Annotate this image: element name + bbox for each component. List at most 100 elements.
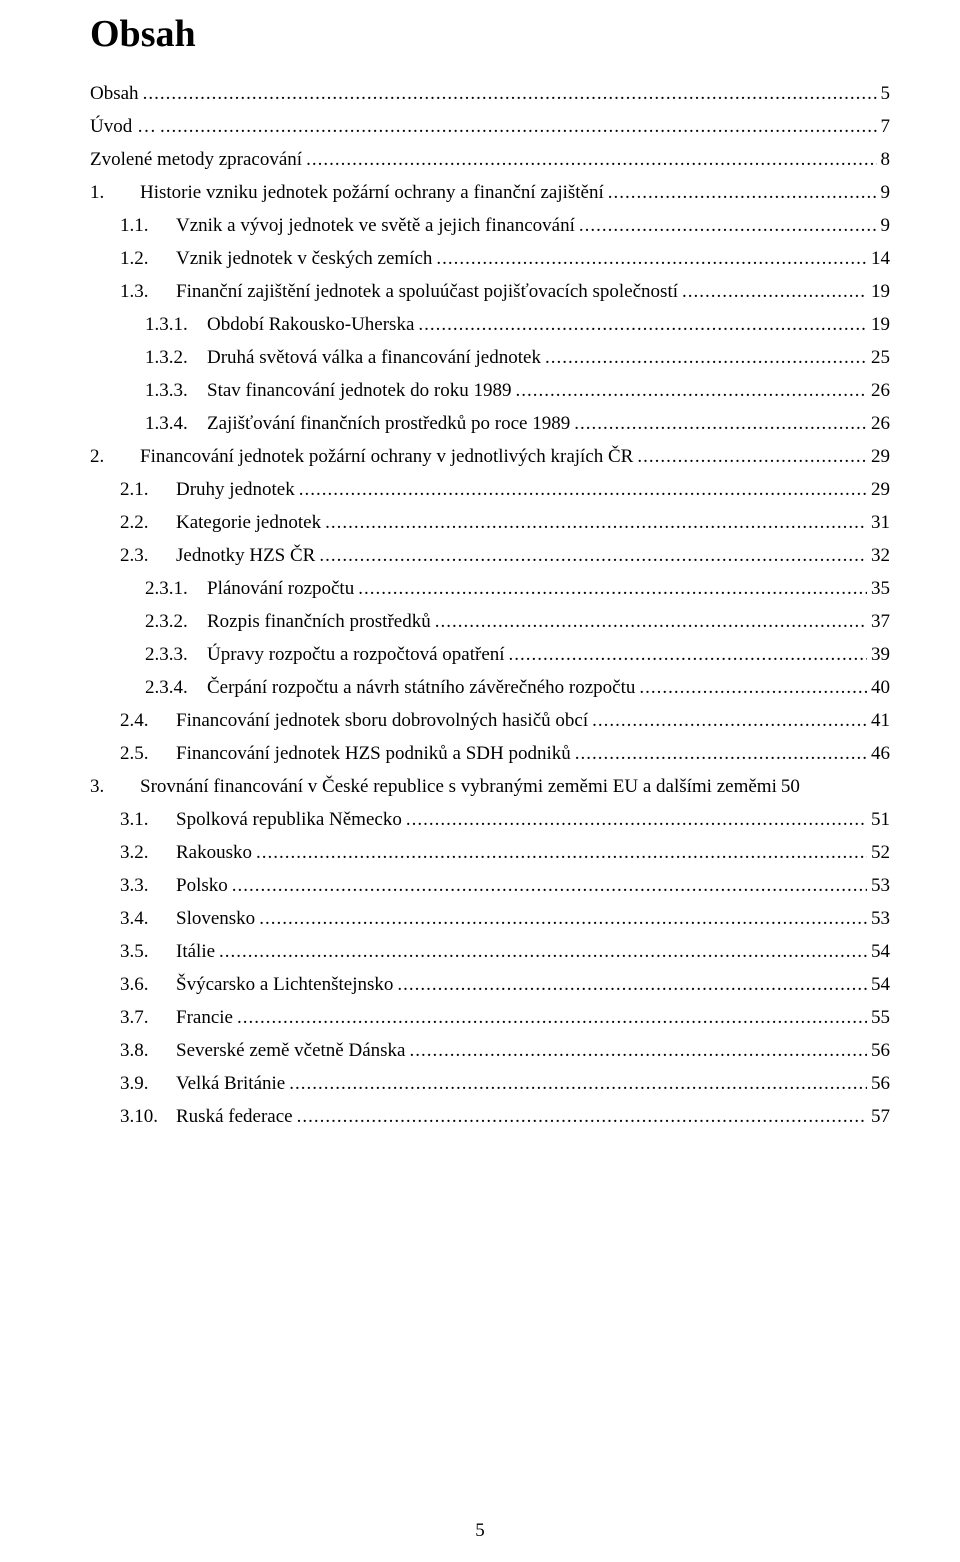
toc-entry-page: 25 [871, 348, 890, 367]
toc-leader-dots [418, 315, 867, 334]
toc-entry-number: 3.5. [120, 942, 176, 961]
toc-entry-label: 3.10.Ruská federace [120, 1107, 293, 1126]
toc-entry-number: 1.3.4. [145, 414, 207, 433]
toc-leader-dots [592, 711, 867, 730]
toc-entry-page: 31 [871, 513, 890, 532]
toc-entry-text: Historie vzniku jednotek požární ochrany… [140, 182, 604, 203]
toc-leader-dots [509, 645, 867, 664]
toc-entry: 2.3.2.Rozpis finančních prostředků37 [90, 612, 890, 631]
toc-entry-text: Vznik a vývoj jednotek ve světě a jejich… [176, 215, 575, 236]
toc-entry-number: 3.10. [120, 1107, 176, 1126]
toc-entry: 3.10.Ruská federace57 [90, 1107, 890, 1126]
toc-entry: Úvod …7 [90, 117, 890, 136]
toc-entry-text: Vznik jednotek v českých zemích [176, 248, 432, 269]
toc-entry-label: 1.1.Vznik a vývoj jednotek ve světě a je… [120, 216, 575, 235]
toc-entry-page: 35 [871, 579, 890, 598]
toc-leader-dots [319, 546, 867, 565]
toc-entry-text: Ruská federace [176, 1106, 293, 1127]
toc-entry: 3.Srovnání financování v České republice… [90, 777, 890, 796]
toc-entry-label: 3.8.Severské země včetně Dánska [120, 1041, 405, 1060]
toc-entry-page: 32 [871, 546, 890, 565]
toc-entry-page: 54 [871, 942, 890, 961]
toc-entry: 1.Historie vzniku jednotek požární ochra… [90, 183, 890, 202]
toc-entry-text: Švýcarsko a Lichtenštejnsko [176, 974, 393, 995]
toc-leader-dots [579, 216, 877, 235]
toc-entry-page: 54 [871, 975, 890, 994]
toc-entry: 3.9.Velká Británie56 [90, 1074, 890, 1093]
toc-leader-dots [358, 579, 867, 598]
toc-entry-label: 3.4.Slovensko [120, 909, 255, 928]
toc-entry: 3.7.Francie55 [90, 1008, 890, 1027]
toc-entry-page: 51 [871, 810, 890, 829]
toc-entry-label: 2.3.1.Plánování rozpočtu [145, 579, 354, 598]
toc-entry-label: 3.7.Francie [120, 1008, 233, 1027]
toc-entry: 2.3.3.Úpravy rozpočtu a rozpočtová opatř… [90, 645, 890, 664]
toc-entry-text: Druhá světová válka a financování jednot… [207, 347, 541, 368]
toc-entry-label: 2.3.2.Rozpis finančních prostředků [145, 612, 431, 631]
toc-entry-page: 29 [871, 447, 890, 466]
toc-entry-number: 1.3.3. [145, 381, 207, 400]
toc-leader-dots [639, 678, 867, 697]
document-page: Obsah Obsah5Úvod …7Zvolené metody zpraco… [0, 0, 960, 1562]
toc-entry-text: Francie [176, 1007, 233, 1028]
toc-entry-label: 2.3.3.Úpravy rozpočtu a rozpočtová opatř… [145, 645, 505, 664]
toc-entry-page: 29 [871, 480, 890, 499]
toc-entry-number: 1.1. [120, 216, 176, 235]
toc-leader-dots [256, 843, 867, 862]
toc-entry-label: Zvolené metody zpracování [90, 150, 302, 169]
toc-leader-dots [306, 150, 876, 169]
toc-entry: 2.2.Kategorie jednotek 31 [90, 513, 890, 532]
toc-entry-text: Druhy jednotek [176, 479, 295, 500]
toc-entry: 1.1.Vznik a vývoj jednotek ve světě a je… [90, 216, 890, 235]
toc-entry-number: 3.6. [120, 975, 176, 994]
toc-leader-dots [325, 513, 867, 532]
toc-leader-dots [436, 249, 867, 268]
toc-entry-page: 26 [871, 381, 890, 400]
toc-entry: 2.5.Financování jednotek HZS podniků a S… [90, 744, 890, 763]
toc-leader-dots [219, 942, 867, 961]
toc-entry: 1.3.4.Zajišťování finančních prostředků … [90, 414, 890, 433]
toc-leader-dots [299, 480, 867, 499]
toc-entry-text: Plánování rozpočtu [207, 578, 354, 599]
toc-entry-page: 53 [871, 876, 890, 895]
toc-leader-dots [289, 1074, 867, 1093]
toc-leader-dots [637, 447, 867, 466]
toc-entry: 2.4.Financování jednotek sboru dobrovoln… [90, 711, 890, 730]
toc-entry: 3.8.Severské země včetně Dánska56 [90, 1041, 890, 1060]
toc-entry: Zvolené metody zpracování8 [90, 150, 890, 169]
toc-entry-number: 2.3.1. [145, 579, 207, 598]
toc-entry: 1.3.3.Stav financování jednotek do roku … [90, 381, 890, 400]
toc-entry-text: Finanční zajištění jednotek a spoluúčast… [176, 281, 678, 302]
toc-entry-page: 9 [881, 183, 891, 202]
toc-entry-text: Čerpání rozpočtu a návrh státního závěre… [207, 677, 635, 698]
toc-leader-dots [143, 84, 877, 103]
toc-entry: 3.5.Itálie54 [90, 942, 890, 961]
toc-entry: 1.3.2.Druhá světová válka a financování … [90, 348, 890, 367]
toc-entry-number: 2.2. [120, 513, 176, 532]
toc-entry-label: 1.3.3.Stav financování jednotek do roku … [145, 381, 511, 400]
toc-entry-label: 1.3.Finanční zajištění jednotek a spoluú… [120, 282, 678, 301]
toc-entry-label: Obsah [90, 84, 139, 103]
toc-entry-number: 3.2. [120, 843, 176, 862]
toc-entry-text: Spolková republika Německo [176, 809, 402, 830]
toc-leader-dots [409, 1041, 867, 1060]
toc-entry: 2.Financování jednotek požární ochrany v… [90, 447, 890, 466]
toc-entry: 2.3.4.Čerpání rozpočtu a návrh státního … [90, 678, 890, 697]
toc-entry-text: Zvolené metody zpracování [90, 149, 302, 170]
toc-entry-number: 2.3. [120, 546, 176, 565]
toc-leader-dots [232, 876, 867, 895]
toc-entry-text: Polsko [176, 875, 228, 896]
toc-entry-text: Financování jednotek HZS podniků a SDH p… [176, 743, 571, 764]
toc-entry-label: 2.3.Jednotky HZS ČR [120, 546, 315, 565]
toc-entry-label: 2.Financování jednotek požární ochrany v… [90, 447, 633, 466]
toc-entry-label: 3.6.Švýcarsko a Lichtenštejnsko [120, 975, 393, 994]
toc-leader-dots [435, 612, 867, 631]
toc-entry-label: 3.Srovnání financování v České republice… [90, 777, 777, 796]
toc-entry-text: Velká Británie [176, 1073, 285, 1094]
toc-entry-text: Obsah [90, 83, 139, 104]
toc-entry-number: 3. [90, 777, 140, 796]
toc-entry-number: 3.4. [120, 909, 176, 928]
toc-entry-label: 2.2.Kategorie jednotek [120, 513, 321, 532]
toc-leader-dots [608, 183, 877, 202]
page-number: 5 [0, 1520, 960, 1542]
